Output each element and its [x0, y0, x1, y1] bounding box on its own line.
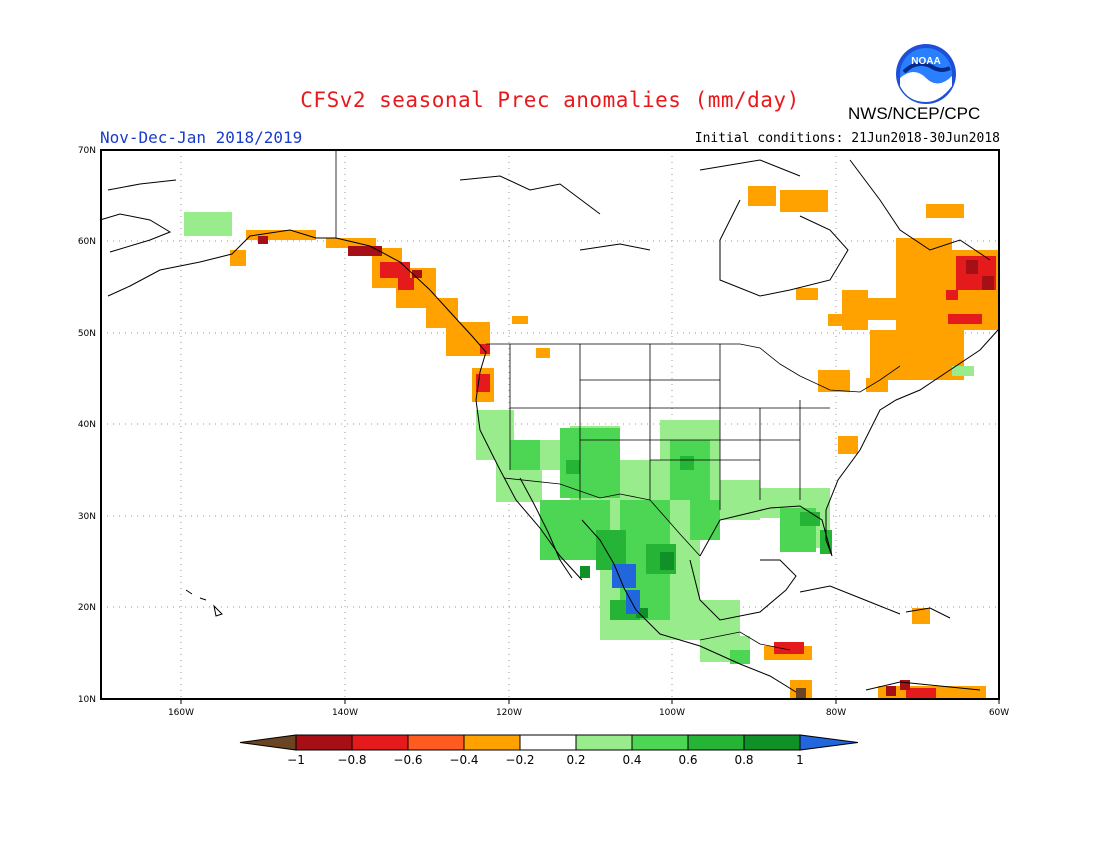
legend-swatch: [351, 734, 409, 751]
legend-tick-label: −1: [287, 753, 305, 767]
lat-label: 20N: [78, 603, 96, 613]
noaa-logo-icon: NOAA: [896, 44, 956, 104]
legend-swatch: [295, 734, 353, 751]
map-frame: [100, 149, 1000, 700]
map-area: [101, 150, 999, 699]
legend-swatch: [575, 734, 633, 751]
legend-swatch: [463, 734, 521, 751]
legend-swatch: [743, 734, 801, 751]
legend-tick-label: 0.4: [622, 753, 641, 767]
lon-label: 120W: [496, 708, 522, 718]
legend-swatch: [239, 734, 297, 751]
legend-tick-label: −0.4: [449, 753, 478, 767]
lat-label: 70N: [78, 146, 96, 156]
lat-label: 10N: [78, 695, 96, 705]
lon-label: 140W: [332, 708, 358, 718]
agency-label: NWS/NCEP/CPC: [848, 104, 981, 123]
lat-label: 40N: [78, 420, 96, 430]
borders: [335, 150, 901, 651]
lat-label: 50N: [78, 329, 96, 339]
legend-swatch: [799, 734, 859, 751]
legend-swatch: [631, 734, 689, 751]
coastlines: [99, 159, 999, 693]
legend-tick-label: −0.6: [393, 753, 422, 767]
lon-label: 100W: [659, 708, 685, 718]
lat-label: 30N: [78, 512, 96, 522]
legend-tick-label: 0.8: [734, 753, 753, 767]
legend-tick-label: 0.6: [678, 753, 697, 767]
logo-text: NOAA: [911, 56, 940, 67]
lon-label: 60W: [989, 708, 1009, 718]
axis-ticks: [180, 699, 1000, 704]
legend-swatch: [519, 734, 577, 751]
legend-tick-label: 0.2: [566, 753, 585, 767]
anomaly-shading: [184, 186, 998, 698]
legend-tick-label: −0.2: [505, 753, 534, 767]
legend-swatch: [687, 734, 745, 751]
legend-swatch: [407, 734, 465, 751]
lon-label: 160W: [168, 708, 194, 718]
initial-conditions: Initial conditions: 21Jun2018-30Jun2018: [694, 131, 1000, 146]
legend-tick-label: −0.8: [337, 753, 366, 767]
lon-label: 80W: [826, 708, 846, 718]
map-title: CFSv2 seasonal Prec anomalies (mm/day): [300, 88, 800, 112]
forecast-period: Nov-Dec-Jan 2018/2019: [100, 128, 303, 147]
lat-label: 60N: [78, 237, 96, 247]
legend-tick-label: 1: [796, 753, 804, 767]
